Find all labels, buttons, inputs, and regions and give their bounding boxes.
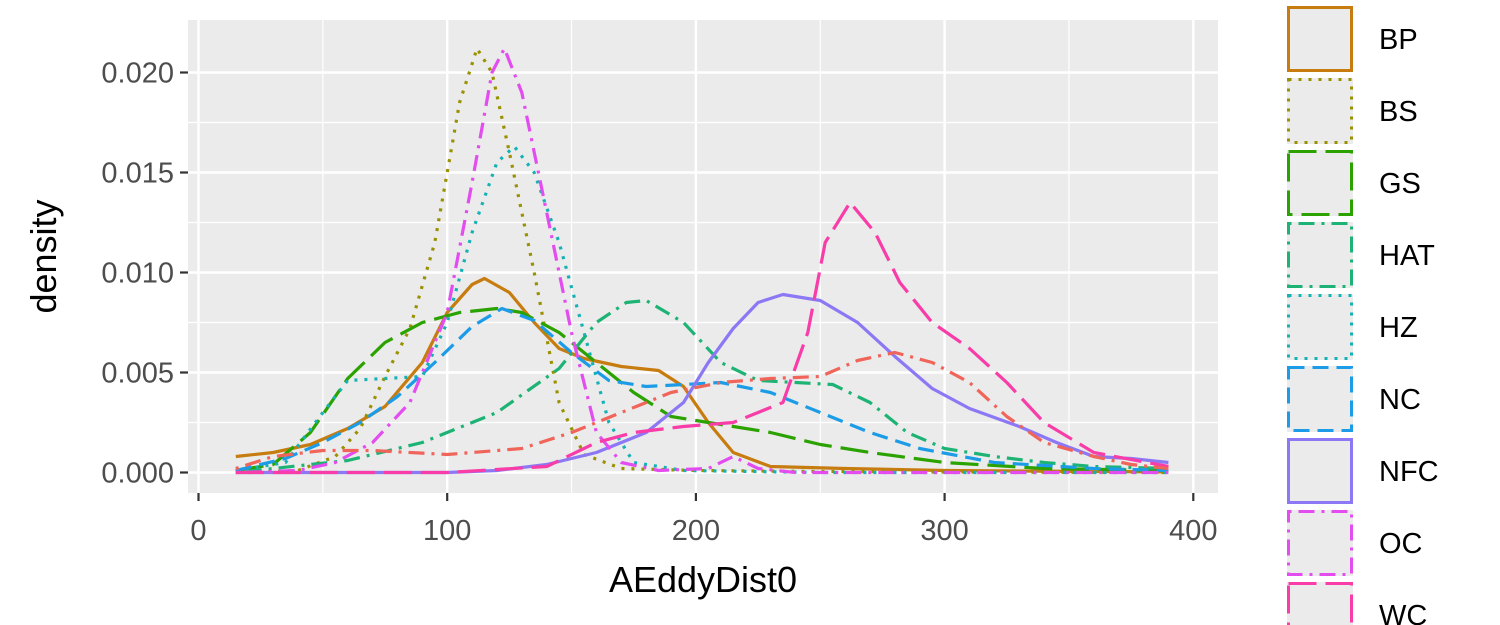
x-axis-title: AEddyDist0 (609, 559, 797, 600)
y-tick-label: 0.005 (101, 358, 174, 390)
series-line-nfc (235, 292, 1169, 475)
x-tick-label: 0 (190, 515, 206, 547)
legend-label-nfc: NFC (1379, 456, 1439, 488)
legend-key-hz (1287, 294, 1353, 360)
x-axis: 0 100 200 300 400 (190, 493, 1217, 547)
legend-key-nc (1287, 366, 1353, 432)
legend-label-hz: HZ (1379, 312, 1418, 344)
legend-key-wc (1287, 582, 1353, 625)
x-tick-label: 200 (672, 515, 720, 547)
x-tick-label: 100 (423, 515, 471, 547)
legend-key-nfc (1287, 438, 1353, 504)
legend-label-nc: NC (1379, 384, 1421, 416)
series-line-unlabeled-9 (235, 350, 1169, 471)
legend-label-bs: BS (1379, 96, 1418, 128)
y-tick-label: 0.020 (101, 58, 174, 90)
legend-key-bp (1287, 6, 1353, 72)
grid-minor (188, 20, 1218, 493)
legend: BP BS GS HAT HZ NC NFC OC WC (1287, 6, 1439, 625)
y-tick-label: 0.000 (101, 458, 174, 490)
y-tick-label: 0.015 (101, 158, 174, 190)
legend-label-bp: BP (1379, 24, 1418, 56)
legend-label-gs: GS (1379, 168, 1421, 200)
y-axis: 0.000 0.005 0.010 0.015 0.020 (101, 58, 188, 490)
legend-key-hat (1287, 222, 1353, 288)
x-tick-label: 400 (1169, 515, 1217, 547)
legend-key-oc (1287, 510, 1353, 576)
series-line-nc (235, 306, 1169, 473)
series-line-hat (235, 298, 1169, 475)
y-axis-title: density (23, 199, 64, 313)
x-tick-label: 300 (920, 515, 968, 547)
legend-key-gs (1287, 150, 1353, 216)
series-layer (235, 46, 1169, 475)
legend-label-wc: WC (1379, 600, 1427, 625)
legend-key-bs (1287, 78, 1353, 144)
y-tick-label: 0.010 (101, 258, 174, 290)
series-line-oc (235, 46, 1169, 475)
legend-label-oc: OC (1379, 528, 1423, 560)
legend-label-hat: HAT (1379, 240, 1435, 272)
series-line-wc (235, 200, 1169, 475)
